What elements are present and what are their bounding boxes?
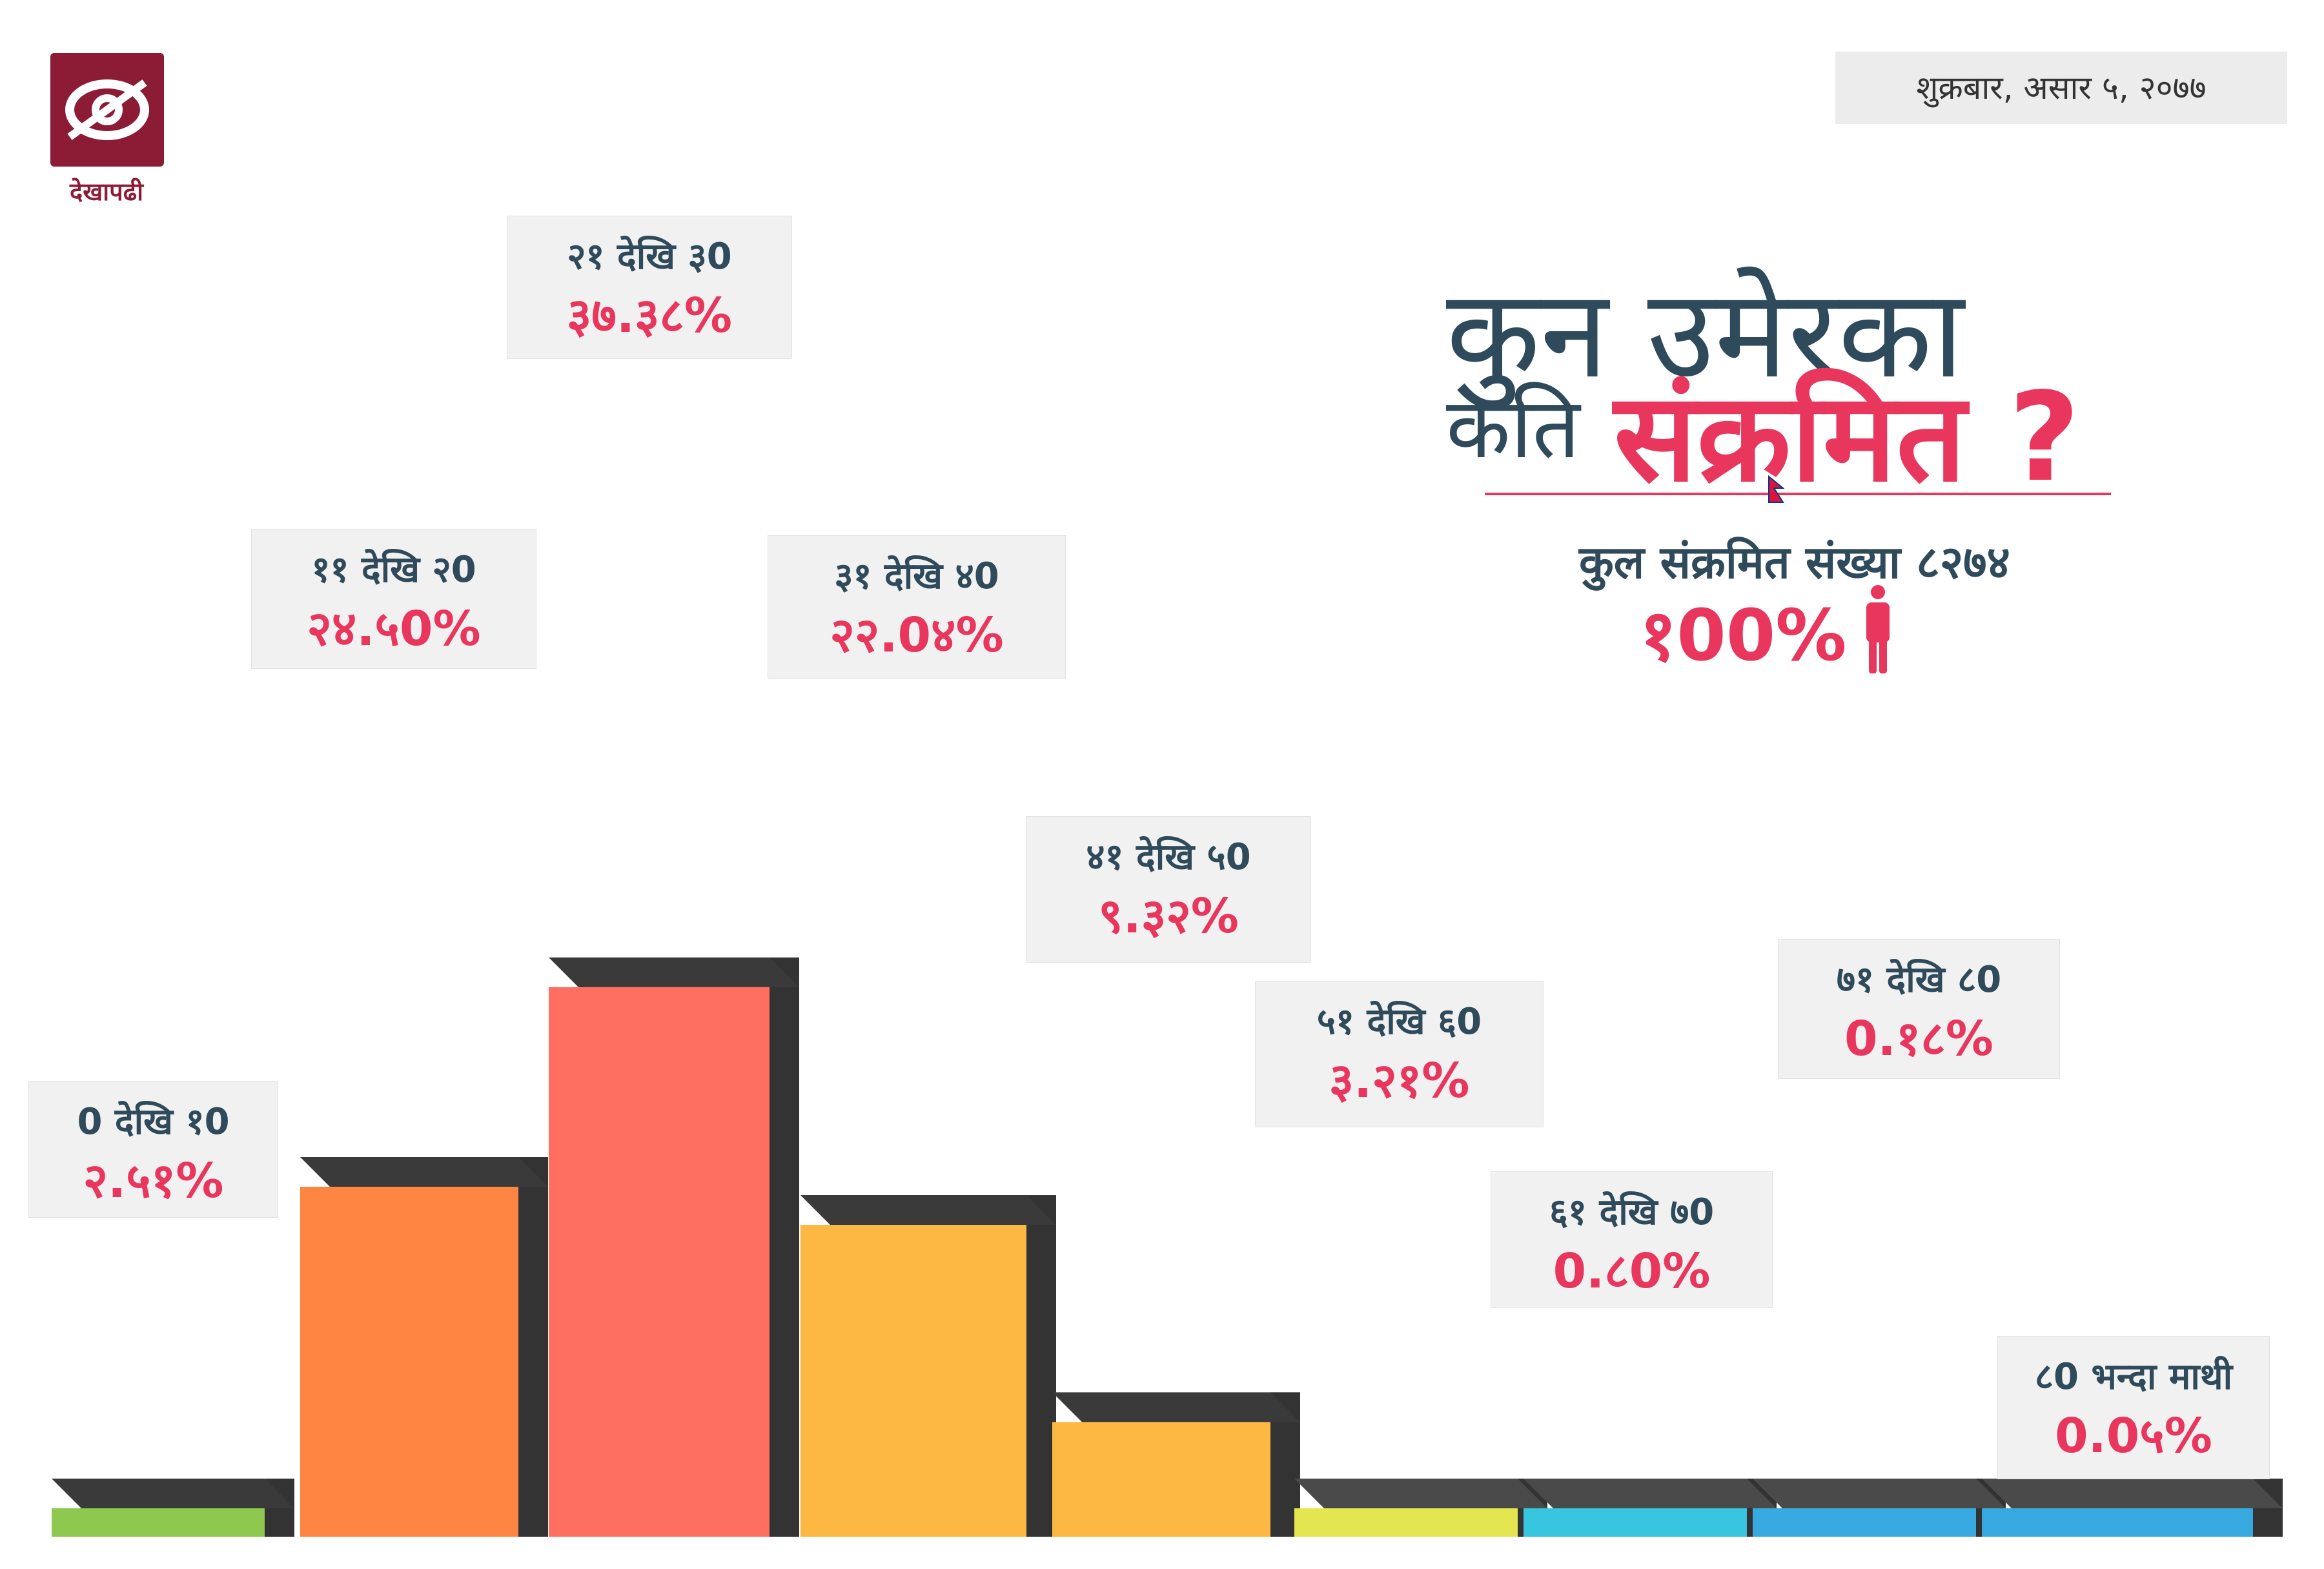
- age-card-6: ५१ देखि ६0 ३.२१%: [1256, 981, 1543, 1127]
- bar-top-face: [1753, 1479, 2006, 1508]
- bar-front-face: [800, 1225, 1026, 1537]
- headline-underline: [1485, 493, 2111, 495]
- bar-front-face: [1524, 1508, 1747, 1537]
- date-badge: शुक्रबार, असार ५, २०७७: [1835, 52, 2287, 124]
- bar-front-face: [300, 1187, 518, 1537]
- age-percent-label: 0.0५%: [1998, 1401, 2269, 1466]
- bar-front-face: [1753, 1508, 1976, 1537]
- bar-2: [300, 1157, 548, 1537]
- bar-4: [800, 1195, 1056, 1537]
- age-range-label: ४१ देखि ५0: [1026, 831, 1310, 880]
- date-text: शुक्रबार, असार ५, २०७७: [1835, 52, 2287, 124]
- age-card-4: ३१ देखि ४0 २२.0४%: [768, 536, 1065, 678]
- age-card-3: २१ देखि ३0 ३७.३८%: [507, 216, 791, 358]
- age-range-label: ५१ देखि ६0: [1256, 996, 1543, 1045]
- bar-top-face: [1052, 1392, 1300, 1422]
- bar-front-face: [549, 987, 770, 1537]
- age-percent-label: 0.८0%: [1491, 1236, 1772, 1302]
- bar-6: [1294, 1479, 1547, 1537]
- headline-line2-accent: संक्रमित ?: [1614, 349, 2080, 516]
- nepal-flag-icon: [1768, 475, 1784, 504]
- age-range-label: ३१ देखि ४0: [768, 550, 1065, 599]
- age-card-5: ४१ देखि ५0 ९.३२%: [1026, 817, 1310, 962]
- age-range-label: २१ देखि ३0: [507, 231, 791, 280]
- total-percent: १00%: [1640, 584, 1847, 681]
- bar-7: [1524, 1479, 1777, 1537]
- bar-front-face: [52, 1508, 265, 1537]
- bar-1: [52, 1479, 294, 1537]
- age-card-9: ८0 भन्दा माथी 0.0५%: [1998, 1337, 2269, 1479]
- bar-9: [1982, 1479, 2283, 1537]
- age-percent-label: २४.५0%: [252, 594, 536, 659]
- bar-side-face: [518, 1157, 548, 1537]
- bar-top-face: [800, 1195, 1056, 1225]
- age-card-1: 0 देखि १0 २.५१%: [29, 1082, 278, 1217]
- bar-top-face: [1524, 1479, 1777, 1508]
- total-cases-label: कुल संक्रमित संख्या ८२७४: [1485, 529, 2105, 591]
- bar-top-face: [1982, 1479, 2283, 1508]
- brand-logo: [50, 53, 164, 167]
- age-percent-label: २.५१%: [29, 1146, 278, 1211]
- bar-side-face: [770, 958, 799, 1537]
- bar-3: [549, 958, 799, 1537]
- bar-side-face: [1026, 1195, 1056, 1537]
- age-percent-label: ३.२१%: [1256, 1046, 1543, 1111]
- age-range-label: ११ देखि २0: [252, 544, 536, 593]
- age-percent-label: 0.१८%: [1779, 1004, 2059, 1069]
- age-card-8: ७१ देखि ८0 0.१८%: [1779, 939, 2059, 1078]
- age-range-label: 0 देखि १0: [29, 1096, 278, 1145]
- eye-logo-icon: [50, 53, 164, 167]
- bar-top-face: [1294, 1479, 1547, 1508]
- bar-front-face: [1982, 1508, 2253, 1537]
- person-icon: [1862, 584, 1893, 675]
- bar-5: [1052, 1392, 1300, 1537]
- bar-8: [1753, 1479, 2006, 1537]
- age-percent-label: ९.३२%: [1026, 881, 1310, 947]
- bar-front-face: [1294, 1508, 1518, 1537]
- age-percent-label: २२.0४%: [768, 600, 1065, 666]
- bar-top-face: [300, 1157, 548, 1187]
- bar-top-face: [549, 958, 799, 987]
- age-card-2: ११ देखि २0 २४.५0%: [252, 529, 536, 668]
- age-range-label: ८0 भन्दा माथी: [1998, 1351, 2269, 1400]
- brand-name: देखापढी: [39, 174, 174, 208]
- age-range-label: ६१ देखि ७0: [1491, 1186, 1772, 1235]
- bar-top-face: [52, 1479, 294, 1508]
- age-percent-label: ३७.३८%: [507, 281, 791, 346]
- bar-front-face: [1052, 1422, 1270, 1537]
- headline-line2-plain: कति: [1446, 368, 1580, 482]
- age-card-7: ६१ देखि ७0 0.८0%: [1491, 1172, 1772, 1308]
- age-range-label: ७१ देखि ८0: [1779, 954, 2059, 1003]
